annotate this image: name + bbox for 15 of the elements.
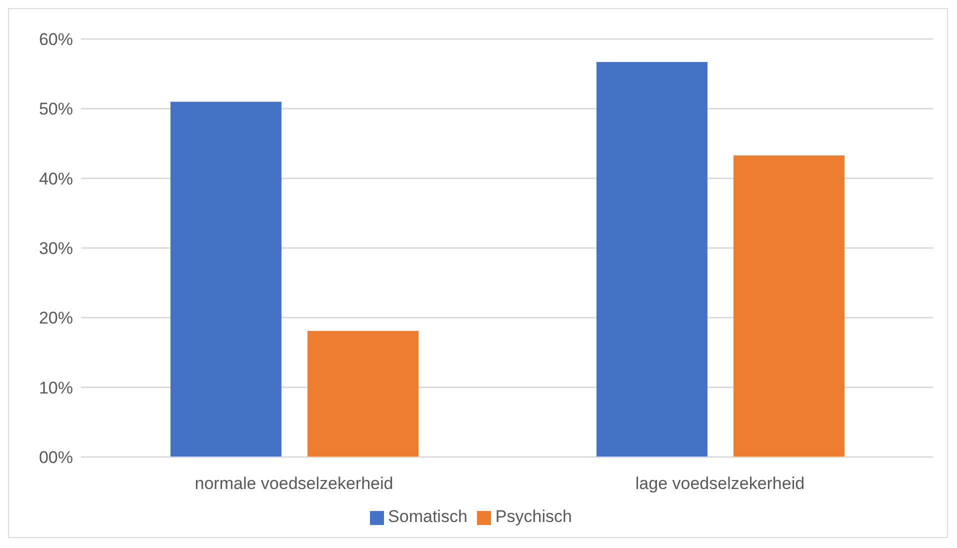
y-tick-label: 50% — [38, 100, 73, 119]
x-tick-label: lage voedselzekerheid — [635, 474, 805, 494]
y-tick-label: 00% — [38, 448, 73, 468]
y-tick-label: 40% — [38, 169, 73, 188]
y-tick-label: 20% — [38, 308, 73, 328]
y-tick-label: 30% — [38, 239, 73, 258]
bar — [596, 62, 708, 457]
legend-label: Psychisch — [495, 507, 572, 526]
bar — [170, 102, 282, 457]
x-tick-label: normale voedselzekerheid — [194, 474, 394, 494]
y-tick-label: 10% — [38, 378, 73, 398]
legend-label: Somatisch — [388, 507, 468, 526]
y-tick-label: 60% — [38, 30, 73, 50]
bar — [307, 330, 418, 457]
bar — [733, 155, 844, 457]
